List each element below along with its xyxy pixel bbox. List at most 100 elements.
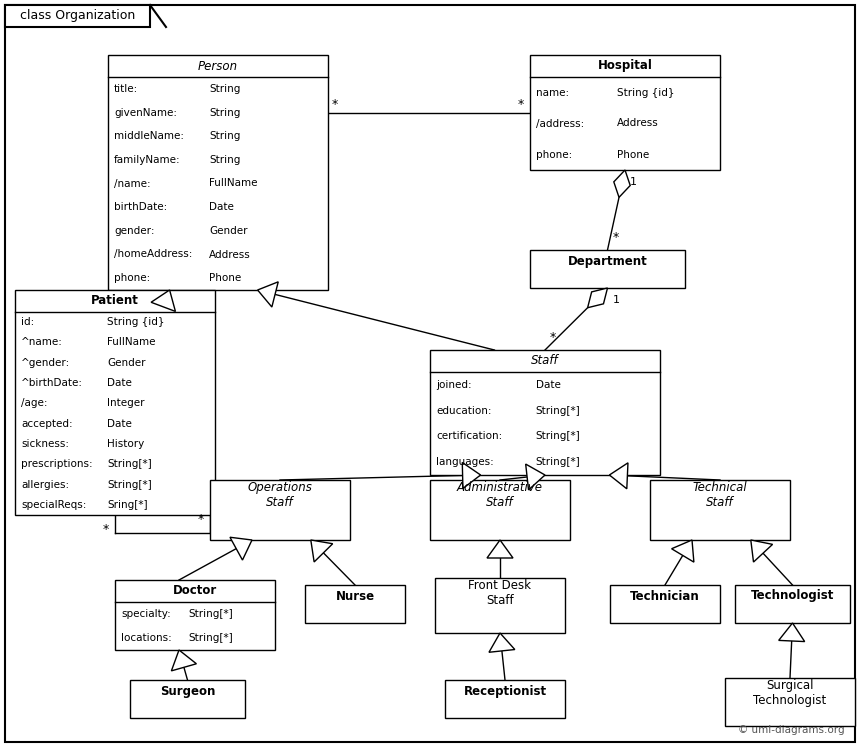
Text: Nurse: Nurse: [335, 589, 375, 603]
Text: Address: Address: [209, 249, 251, 259]
Bar: [130, 680, 245, 718]
Text: Administrative
Staff: Administrative Staff: [457, 481, 543, 509]
Bar: [445, 680, 565, 718]
Text: birthDate:: birthDate:: [114, 202, 167, 212]
Polygon shape: [151, 290, 175, 311]
Text: sickness:: sickness:: [21, 439, 69, 449]
Text: String[*]: String[*]: [107, 480, 151, 489]
Text: Date: Date: [107, 378, 132, 388]
Text: Phone: Phone: [617, 149, 649, 160]
Text: education:: education:: [436, 406, 492, 415]
Text: ^gender:: ^gender:: [21, 358, 71, 368]
Bar: [108, 55, 328, 290]
Text: *: *: [518, 98, 525, 111]
Bar: [735, 585, 850, 623]
Text: /age:: /age:: [21, 398, 47, 409]
Text: Integer: Integer: [107, 398, 144, 409]
Bar: [430, 350, 660, 475]
Text: specialReqs:: specialReqs:: [21, 500, 86, 510]
Text: String {id}: String {id}: [107, 317, 164, 327]
Text: String[*]: String[*]: [536, 431, 580, 441]
Polygon shape: [487, 540, 513, 558]
Text: String {id}: String {id}: [617, 87, 675, 98]
Text: Person: Person: [198, 60, 238, 72]
Text: Gender: Gender: [209, 226, 248, 236]
Text: String[*]: String[*]: [536, 457, 580, 467]
Text: © uml-diagrams.org: © uml-diagrams.org: [739, 725, 845, 735]
Text: String[*]: String[*]: [188, 633, 233, 643]
Text: Receptionist: Receptionist: [464, 684, 547, 698]
Text: languages:: languages:: [436, 457, 494, 467]
Text: id:: id:: [21, 317, 34, 327]
Text: Front Desk
Staff: Front Desk Staff: [469, 579, 531, 607]
Text: String: String: [209, 155, 241, 165]
Text: /homeAddress:: /homeAddress:: [114, 249, 193, 259]
Text: allergies:: allergies:: [21, 480, 69, 489]
Text: familyName:: familyName:: [114, 155, 181, 165]
Text: ^name:: ^name:: [21, 338, 63, 347]
Polygon shape: [171, 650, 196, 671]
Bar: [15, 290, 215, 515]
Text: Phone: Phone: [209, 273, 242, 283]
Bar: [430, 480, 570, 540]
Text: Gender: Gender: [107, 358, 145, 368]
Text: name:: name:: [536, 87, 569, 98]
Bar: [610, 585, 720, 623]
Polygon shape: [610, 463, 628, 489]
Text: joined:: joined:: [436, 380, 471, 390]
Text: FullName: FullName: [107, 338, 156, 347]
Text: Surgical
Technologist: Surgical Technologist: [753, 679, 826, 707]
Polygon shape: [489, 633, 515, 652]
Text: Date: Date: [107, 418, 132, 429]
Polygon shape: [230, 537, 252, 560]
Text: Surgeon: Surgeon: [160, 684, 215, 698]
Text: String[*]: String[*]: [536, 406, 580, 415]
Bar: [725, 678, 855, 726]
Text: Patient: Patient: [91, 294, 139, 308]
Text: Operations
Staff: Operations Staff: [248, 481, 312, 509]
Text: prescriptions:: prescriptions:: [21, 459, 93, 469]
Text: accepted:: accepted:: [21, 418, 72, 429]
Text: Department: Department: [568, 255, 648, 267]
Polygon shape: [614, 170, 630, 197]
Text: History: History: [107, 439, 144, 449]
Text: Date: Date: [536, 380, 561, 390]
Bar: [305, 585, 405, 623]
Polygon shape: [463, 462, 481, 489]
Text: *: *: [612, 232, 618, 244]
Text: /name:: /name:: [114, 179, 150, 188]
Text: Technical
Staff: Technical Staff: [692, 481, 747, 509]
Text: givenName:: givenName:: [114, 108, 177, 117]
Text: Address: Address: [617, 119, 659, 128]
Text: class Organization: class Organization: [20, 10, 135, 22]
Polygon shape: [751, 540, 772, 562]
Text: phone:: phone:: [536, 149, 572, 160]
Bar: [530, 55, 720, 170]
Bar: [115, 580, 275, 650]
Polygon shape: [525, 464, 545, 490]
Text: title:: title:: [114, 84, 138, 94]
Polygon shape: [587, 288, 607, 308]
Text: String: String: [209, 108, 241, 117]
Text: 1: 1: [612, 295, 619, 305]
Text: phone:: phone:: [114, 273, 150, 283]
Bar: [530, 250, 685, 288]
Text: Technologist: Technologist: [751, 589, 834, 603]
Text: FullName: FullName: [209, 179, 258, 188]
Text: Sring[*]: Sring[*]: [107, 500, 148, 510]
Polygon shape: [672, 540, 694, 562]
Text: middleName:: middleName:: [114, 131, 184, 141]
Polygon shape: [778, 623, 805, 642]
Text: String: String: [209, 131, 241, 141]
Polygon shape: [310, 540, 333, 562]
Bar: [650, 480, 790, 540]
Text: Doctor: Doctor: [173, 584, 217, 598]
Text: Hospital: Hospital: [598, 60, 653, 72]
Text: String: String: [209, 84, 241, 94]
Text: *: *: [198, 513, 205, 527]
Text: ^birthDate:: ^birthDate:: [21, 378, 83, 388]
Text: gender:: gender:: [114, 226, 155, 236]
Text: /address:: /address:: [536, 119, 584, 128]
Text: locations:: locations:: [121, 633, 172, 643]
Text: String[*]: String[*]: [107, 459, 151, 469]
